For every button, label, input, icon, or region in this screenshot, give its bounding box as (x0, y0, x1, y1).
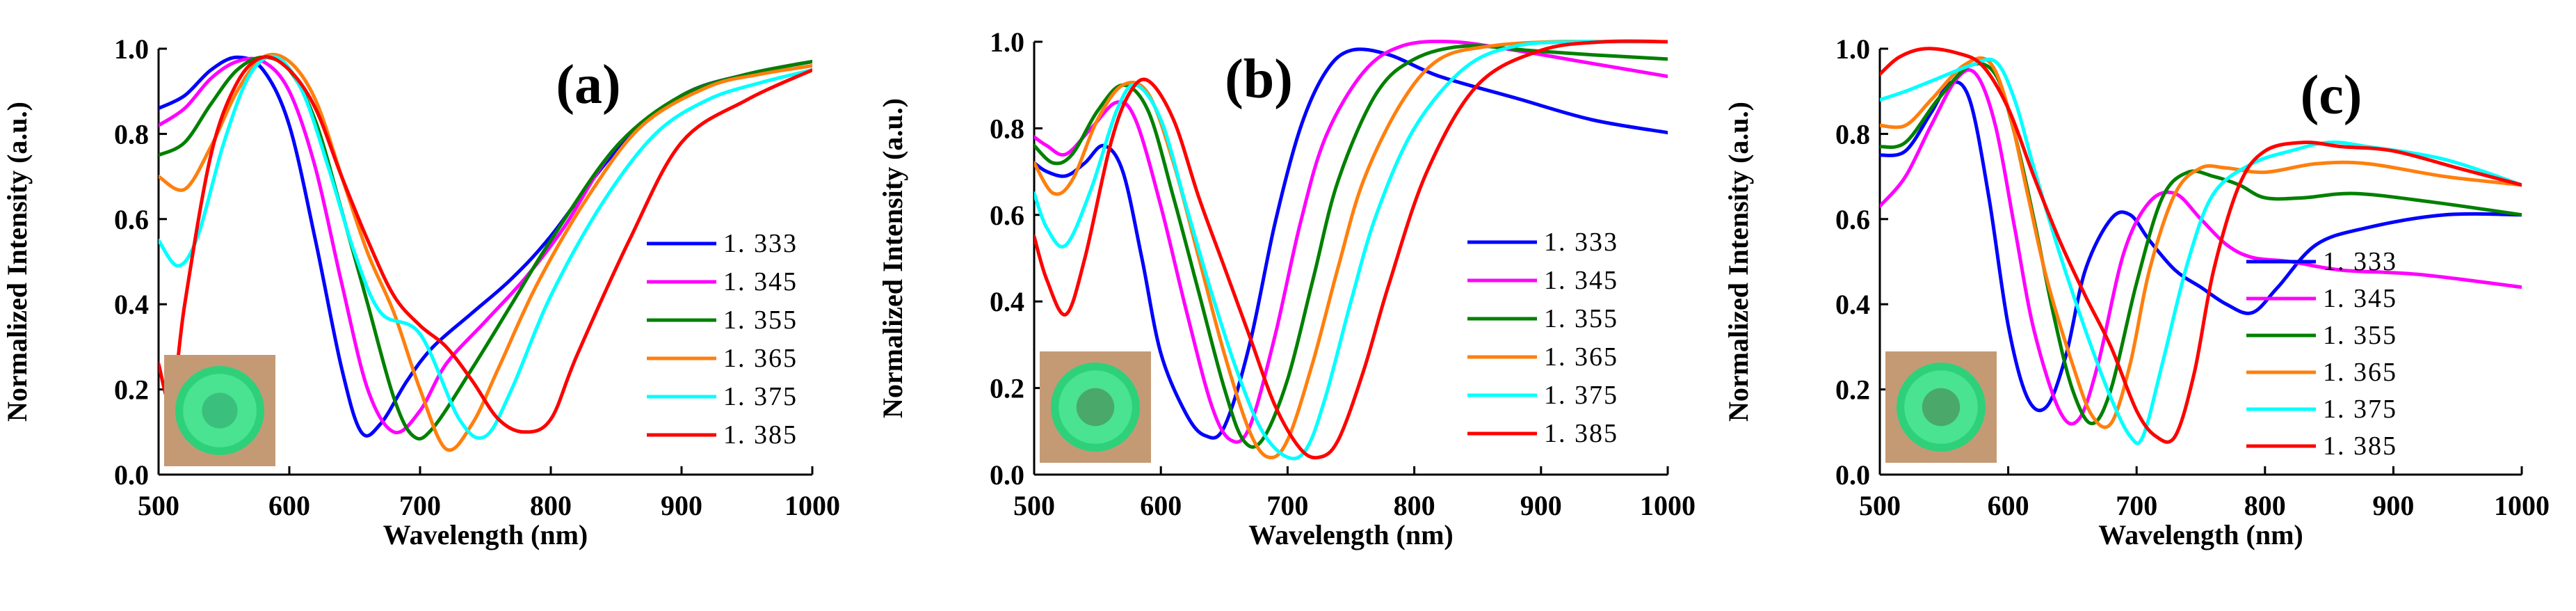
x-tick-label: 500 (138, 490, 179, 521)
y-tick-label: 0.8 (114, 118, 149, 150)
y-tick-label: 0.4 (990, 286, 1024, 317)
y-tick-label: 0.6 (1835, 204, 1870, 235)
y-axis-title: Normalized Intensity (a.u.) (1723, 102, 1754, 422)
y-tick-label: 0.6 (990, 200, 1024, 231)
x-tick-label: 800 (1394, 490, 1435, 521)
legend-label: 1. 355 (1544, 304, 1618, 333)
series-line-1-385 (1880, 47, 2522, 444)
y-tick-label: 1.0 (114, 33, 149, 65)
y-tick-label: 1.0 (990, 26, 1024, 58)
legend-label: 1. 375 (1544, 381, 1618, 410)
x-tick-label: 700 (2116, 490, 2157, 521)
y-axis-title: Normalized Intensity (a.u.) (1, 102, 33, 422)
y-tick-label: 1.0 (1835, 33, 1870, 65)
panel-label: (b) (1225, 49, 1293, 110)
series-line-1-345 (1034, 40, 1668, 444)
y-tick-label: 0.0 (990, 459, 1024, 491)
y-tick-label: 0.4 (114, 289, 149, 320)
chart-panel-c: 500 600 700 800 900 1000 0.0 0.2 0.4 0.6 0.8 1.0 Wav… (1723, 33, 2550, 550)
legend-label: 1. 333 (2323, 247, 2397, 276)
x-tick-label: 600 (1140, 490, 1182, 521)
chart-panel-a: 500 600 700 800 900 1000 0.0 0.2 0.4 0.6 0.8 1.0 Wav… (1, 33, 840, 550)
y-axis-title: Normalized Intensity (a.u.) (877, 98, 908, 418)
legend-label: 1. 365 (723, 344, 798, 373)
x-tick-label: 800 (2244, 490, 2286, 521)
legend-label: 1. 333 (1544, 228, 1618, 257)
series-line-1-333 (1880, 80, 2522, 413)
x-tick-label: 500 (1859, 490, 1901, 521)
inset-photo (164, 355, 275, 466)
series-line-1-355 (159, 55, 812, 441)
x-tick-label: 1000 (2494, 490, 2550, 521)
x-tick-label: 600 (268, 490, 310, 521)
panel-label: (c) (2301, 65, 2362, 126)
legend-label: 1. 375 (2323, 395, 2397, 424)
x-tick-label: 1000 (784, 490, 840, 521)
y-tick-label: 0.8 (990, 113, 1024, 144)
x-tick-label: 600 (1988, 490, 2029, 521)
inset-photo (1885, 351, 1997, 463)
legend-label: 1. 375 (723, 382, 798, 411)
x-tick-label: 700 (1266, 490, 1308, 521)
series-line-1-375 (1034, 40, 1668, 461)
x-tick-label: 900 (661, 490, 702, 521)
legend-label: 1. 345 (1544, 266, 1618, 295)
x-tick-label: 700 (399, 490, 441, 521)
y-tick-label: 0.4 (1835, 289, 1870, 320)
panel-label: (a) (556, 54, 620, 116)
x-tick-label: 800 (530, 490, 572, 521)
legend-label: 1. 365 (1544, 342, 1618, 372)
series-line-1-375 (159, 54, 812, 441)
legend-label: 1. 385 (723, 420, 798, 450)
series-line-1-385 (159, 55, 812, 434)
y-tick-label: 0.0 (1835, 459, 1870, 491)
y-tick-label: 0.8 (1835, 118, 1870, 150)
series-line-1-365 (159, 52, 812, 452)
y-tick-label: 0.6 (114, 204, 149, 235)
legend-label: 1. 355 (2323, 321, 2397, 350)
series-line-1-385 (1034, 39, 1668, 460)
legend-label: 1. 385 (1544, 419, 1618, 448)
y-tick-label: 0.0 (114, 459, 149, 491)
chart-panel-b: 500 600 700 800 900 1000 0.0 0.2 0.4 0.6 0.8 1.0 Wav… (877, 26, 1696, 550)
x-tick-label: 900 (2372, 490, 2414, 521)
series-line-1-365 (1034, 40, 1668, 460)
inset-photo (1040, 351, 1151, 463)
y-tick-label: 0.2 (1835, 374, 1870, 406)
x-tick-label: 500 (1013, 490, 1055, 521)
x-axis-title: Wavelength (nm) (1248, 519, 1453, 550)
x-axis-title: Wavelength (nm) (2098, 519, 2303, 550)
legend-label: 1. 355 (723, 306, 798, 335)
x-tick-label: 900 (1520, 490, 1562, 521)
x-axis-title: Wavelength (nm) (383, 519, 588, 550)
legend-label: 1. 365 (2323, 358, 2397, 387)
series-line-1-355 (1880, 61, 2522, 426)
legend-label: 1. 345 (2323, 284, 2397, 313)
legend-label: 1. 345 (723, 267, 798, 296)
x-tick-label: 1000 (1640, 490, 1696, 521)
y-tick-label: 0.2 (990, 373, 1024, 404)
y-tick-label: 0.2 (114, 374, 149, 406)
legend-label: 1. 333 (723, 229, 798, 258)
legend-label: 1. 385 (2323, 431, 2397, 461)
